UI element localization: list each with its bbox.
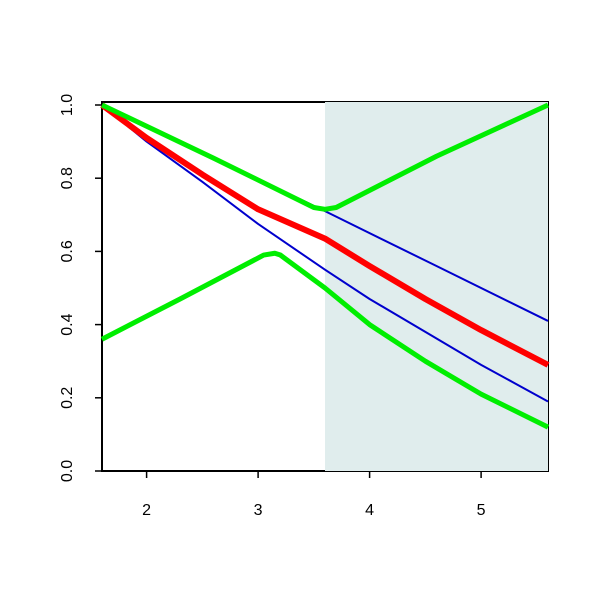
x-tick-label: 4 [365, 502, 374, 519]
series-line [100, 250, 550, 430]
x-tick-label: 3 [254, 502, 263, 519]
y-tick-label: 0.8 [59, 167, 76, 189]
y-tick-label: 1.0 [59, 94, 76, 116]
series-line [100, 102, 550, 212]
x-tick-label: 5 [477, 502, 486, 519]
series-line [101, 104, 549, 403]
series-line [100, 102, 550, 368]
y-tick-label: 0.0 [59, 460, 76, 482]
y-tick-label: 0.2 [59, 387, 76, 409]
x-tick-label: 2 [142, 502, 151, 519]
y-tick-label: 0.4 [59, 313, 76, 335]
y-tick-label: 0.6 [59, 240, 76, 262]
